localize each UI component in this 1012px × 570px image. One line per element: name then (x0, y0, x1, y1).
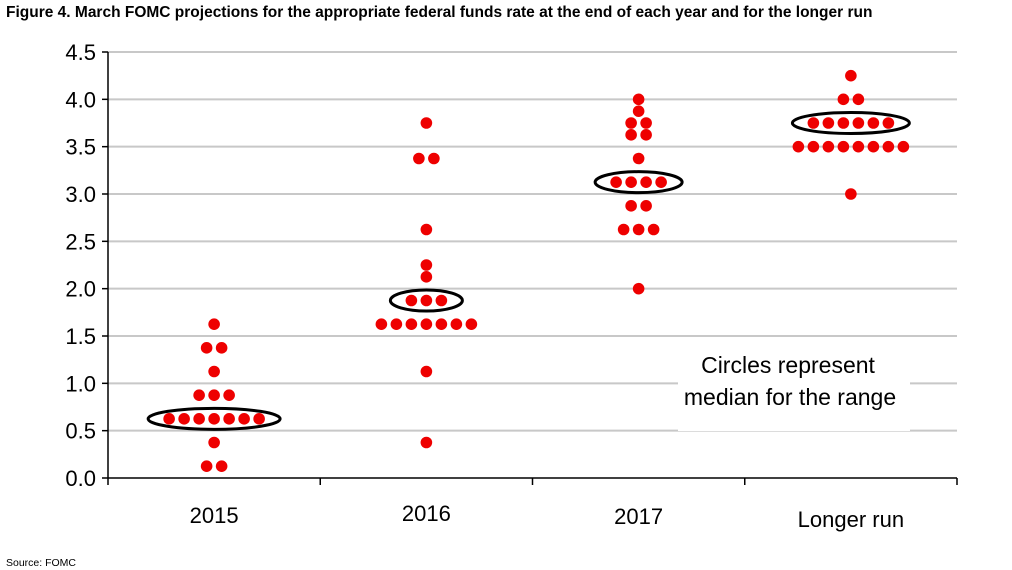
x-category-label: 2016 (402, 501, 451, 526)
projection-dot (193, 389, 205, 401)
projection-dot (420, 318, 433, 330)
projection-dot (420, 223, 433, 236)
projection-dot (822, 117, 835, 129)
projection-dot (450, 318, 463, 330)
projection-dot (632, 93, 645, 106)
projection-dot (208, 436, 220, 449)
projection-dot (845, 188, 857, 200)
projection-dot (640, 176, 652, 188)
projection-dot (625, 200, 637, 212)
source-note: Source: FOMC (6, 557, 77, 569)
annotation-line-2: median for the range (684, 384, 896, 410)
projection-dot (390, 318, 403, 330)
median-rings (146, 111, 911, 431)
projection-dot (632, 152, 645, 165)
projection-dot (617, 223, 630, 236)
y-tick-label: 3.0 (65, 182, 96, 207)
projection-dot (807, 117, 820, 129)
projection-dot (837, 93, 850, 106)
projection-dot (632, 223, 645, 236)
median-annotation: Circles represent median for the range (678, 345, 910, 431)
projection-dot (405, 318, 418, 330)
projection-dots (163, 69, 910, 472)
y-tick-label: 3.5 (65, 135, 96, 160)
projection-dot (253, 413, 265, 425)
median-ring (388, 288, 464, 313)
y-axis-ticks: 0.0 0.5 1.0 1.5 2.0 2.5 3.0 3.5 4.0 4.5 (65, 40, 96, 491)
y-tick-label: 1.0 (65, 371, 96, 396)
projection-dot (420, 271, 433, 283)
projection-dot (208, 365, 220, 378)
projection-dot (625, 176, 637, 188)
x-category-label: 2017 (614, 504, 663, 529)
x-category-label: 2015 (190, 503, 239, 528)
projection-dot (208, 318, 220, 330)
projection-dot (428, 152, 440, 165)
median-ring (593, 170, 684, 195)
y-tick-label: 2.0 (65, 277, 96, 302)
projection-dot (223, 389, 235, 401)
y-tick-label: 0.5 (65, 419, 96, 444)
projection-dot (208, 389, 220, 401)
annotation-line-1: Circles represent (701, 352, 875, 378)
projection-dot (223, 413, 235, 425)
median-ring (790, 111, 911, 135)
projection-dot (420, 259, 433, 271)
projection-dot (435, 294, 448, 307)
projection-dot (435, 318, 448, 330)
projection-dot (632, 282, 645, 295)
projection-dot (405, 294, 418, 307)
x-axis-categories: 2015 2016 2017 Longer run (190, 501, 904, 532)
projection-dot (420, 294, 433, 307)
projection-dot (807, 140, 820, 153)
projection-dot (845, 69, 857, 82)
projection-dot (625, 129, 637, 141)
projection-dot (852, 93, 865, 106)
projection-dot (882, 140, 895, 153)
projection-dot (852, 140, 865, 153)
projection-dot (837, 117, 850, 129)
projection-dot (215, 460, 228, 472)
x-category-label: Longer run (798, 507, 904, 532)
projection-dot (822, 140, 835, 153)
projection-dot (200, 460, 213, 472)
projection-dot (897, 140, 910, 153)
projection-dot (420, 436, 433, 449)
projection-dot (640, 129, 652, 141)
projection-dot (208, 413, 220, 425)
projection-dot (178, 413, 190, 425)
projection-dot (238, 413, 250, 425)
projection-dot (465, 318, 478, 330)
projection-dot (193, 413, 205, 425)
axes (102, 51, 958, 485)
y-tick-label: 2.5 (65, 229, 96, 254)
projection-dot (215, 342, 228, 354)
median-ring (146, 406, 282, 431)
y-tick-label: 4.0 (65, 87, 96, 112)
projection-dot (837, 140, 850, 153)
projection-dot (420, 117, 433, 129)
chart-title: Figure 4. March FOMC projections for the… (6, 4, 873, 21)
projection-dot (640, 117, 652, 129)
projection-dot (867, 117, 880, 129)
projection-dot (867, 140, 880, 153)
y-tick-label: 4.5 (65, 40, 96, 65)
projection-dot (413, 152, 425, 165)
projection-dot (632, 105, 645, 117)
projection-dot (882, 117, 895, 129)
projection-dot (625, 117, 637, 129)
projection-dot (610, 176, 622, 188)
projection-dot (163, 413, 175, 425)
projection-dot (420, 365, 433, 378)
y-tick-label: 0.0 (65, 466, 96, 491)
projection-dot (647, 223, 660, 236)
projection-dot (375, 318, 388, 330)
projection-dot (200, 342, 213, 354)
projection-dot (640, 200, 652, 212)
projection-dot (852, 117, 865, 129)
projection-dot (792, 140, 805, 153)
projection-dot (655, 176, 667, 188)
y-tick-label: 1.5 (65, 324, 96, 349)
